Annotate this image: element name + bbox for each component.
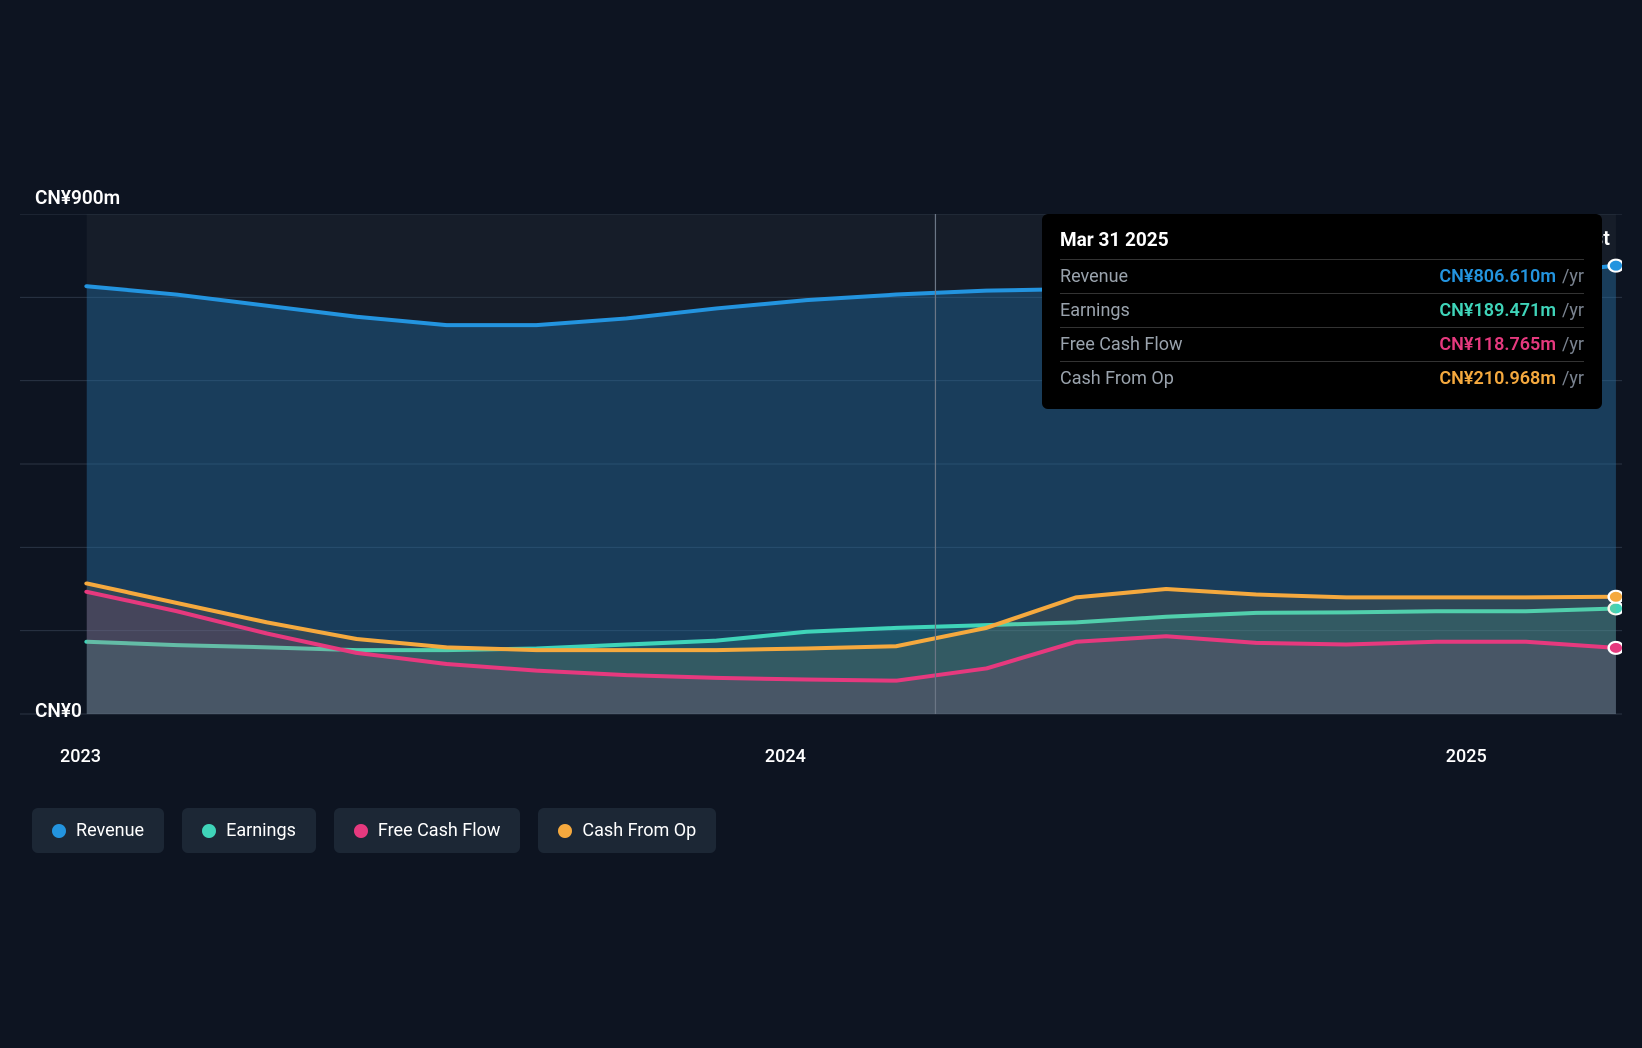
tooltip-metric-value: CN¥118.765m [1439, 334, 1556, 355]
legend-dot-icon [202, 824, 216, 838]
tooltip-row: Free Cash Flow CN¥118.765m/yr [1060, 327, 1584, 361]
tooltip-metric-unit: /yr [1562, 300, 1584, 321]
legend-label: Revenue [76, 820, 144, 841]
x-axis-tick-label: 2023 [60, 746, 101, 767]
y-axis-max-label: CN¥900m [35, 186, 120, 209]
tooltip-row: Earnings CN¥189.471m/yr [1060, 293, 1584, 327]
chart-container: Mar 31 2025 RevenueCN¥806.610m/yrEarning… [20, 214, 1622, 853]
tooltip-row: Cash From Op CN¥210.968m/yr [1060, 361, 1584, 395]
x-axis-tick-label: 2025 [1446, 746, 1487, 767]
legend-item-free-cash-flow[interactable]: Free Cash Flow [334, 808, 521, 853]
tooltip-date: Mar 31 2025 [1060, 228, 1584, 251]
tooltip-metric-value: CN¥806.610m [1439, 266, 1556, 287]
tooltip-metric-unit: /yr [1562, 334, 1584, 355]
legend-item-revenue[interactable]: Revenue [32, 808, 164, 853]
legend-label: Cash From Op [582, 820, 696, 841]
tooltip-metric-value: CN¥210.968m [1439, 368, 1556, 389]
tooltip-row: Revenue CN¥806.610m/yr [1060, 259, 1584, 293]
legend-dot-icon [354, 824, 368, 838]
chart-legend: Revenue Earnings Free Cash Flow Cash From O… [20, 808, 1622, 853]
legend-label: Earnings [226, 820, 296, 841]
tooltip-metric-label: Earnings [1060, 300, 1130, 321]
tooltip-metric-label: Revenue [1060, 266, 1128, 287]
y-axis-min-label: CN¥0 [35, 699, 82, 722]
tooltip-metric-label: Cash From Op [1060, 368, 1174, 389]
legend-dot-icon [558, 824, 572, 838]
tooltip-metric-value: CN¥189.471m [1439, 300, 1556, 321]
tooltip-metric-unit: /yr [1562, 368, 1584, 389]
legend-item-earnings[interactable]: Earnings [182, 808, 316, 853]
legend-label: Free Cash Flow [378, 820, 501, 841]
x-axis-tick-label: 2024 [765, 746, 806, 767]
legend-dot-icon [52, 824, 66, 838]
legend-item-cash-from-op[interactable]: Cash From Op [538, 808, 716, 853]
x-axis-labels: 2023 2024 2025 [20, 746, 1622, 770]
chart-tooltip: Mar 31 2025 RevenueCN¥806.610m/yrEarning… [1042, 214, 1602, 409]
tooltip-metric-unit: /yr [1562, 266, 1584, 287]
tooltip-metric-label: Free Cash Flow [1060, 334, 1183, 355]
